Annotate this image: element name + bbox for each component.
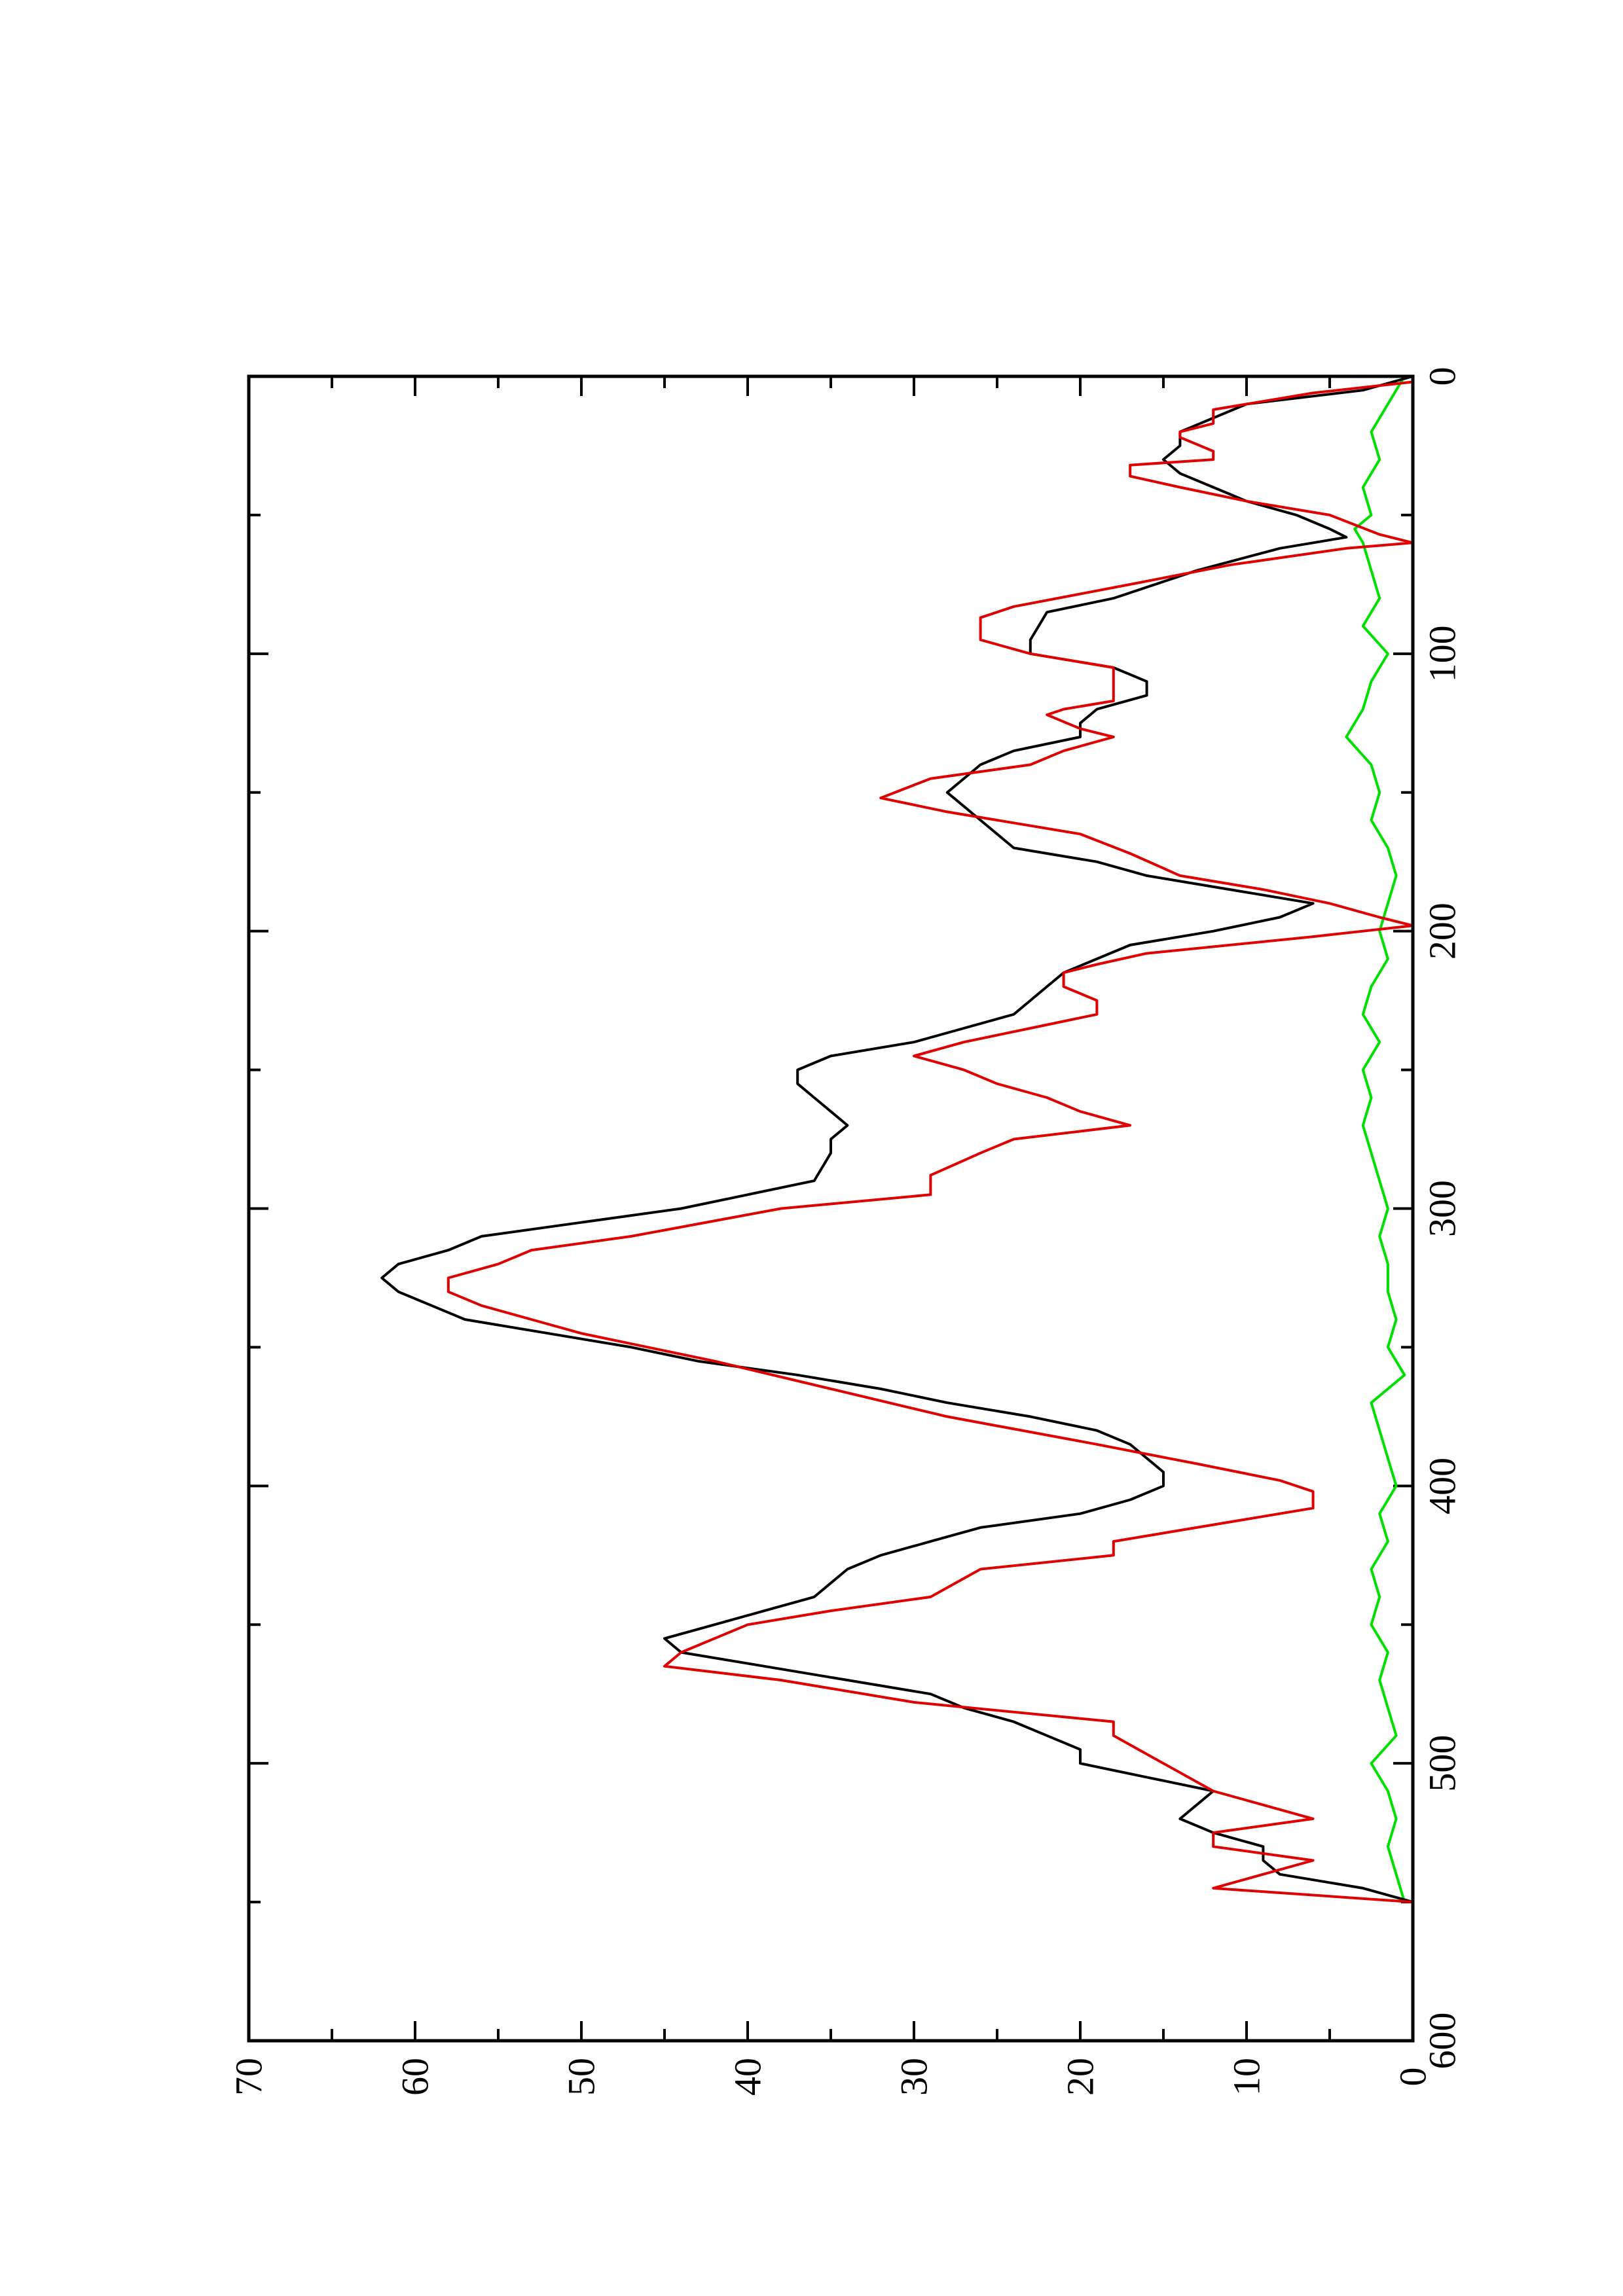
y-tick-label: 10 — [1226, 2058, 1268, 2096]
series-line-1 — [380, 375, 1413, 1904]
x-tick-label: 500 — [1421, 1735, 1464, 1792]
y-tick-label: 70 — [228, 2058, 270, 2096]
series — [380, 375, 1414, 1904]
plot-frame — [247, 374, 1415, 2043]
x-tick-label: 0 — [1421, 367, 1464, 386]
x-tick-label: 600 — [1421, 2013, 1464, 2070]
y-tick-label: 50 — [560, 2058, 603, 2096]
x-tick-label: 400 — [1421, 1458, 1464, 1515]
x-tick-label: 300 — [1421, 1180, 1464, 1237]
y-tick-label: 0 — [1392, 2068, 1434, 2087]
x-tick-label: 100 — [1421, 625, 1464, 682]
y-tick-label: 20 — [1059, 2058, 1102, 2096]
series-line-3 — [1345, 375, 1406, 1903]
y-tick-label: 40 — [727, 2058, 769, 2096]
series-line-2 — [447, 376, 1414, 1904]
y-tick-label: 60 — [394, 2058, 437, 2096]
x-tick-label: 200 — [1421, 903, 1464, 960]
y-tick-label: 30 — [893, 2058, 936, 2096]
